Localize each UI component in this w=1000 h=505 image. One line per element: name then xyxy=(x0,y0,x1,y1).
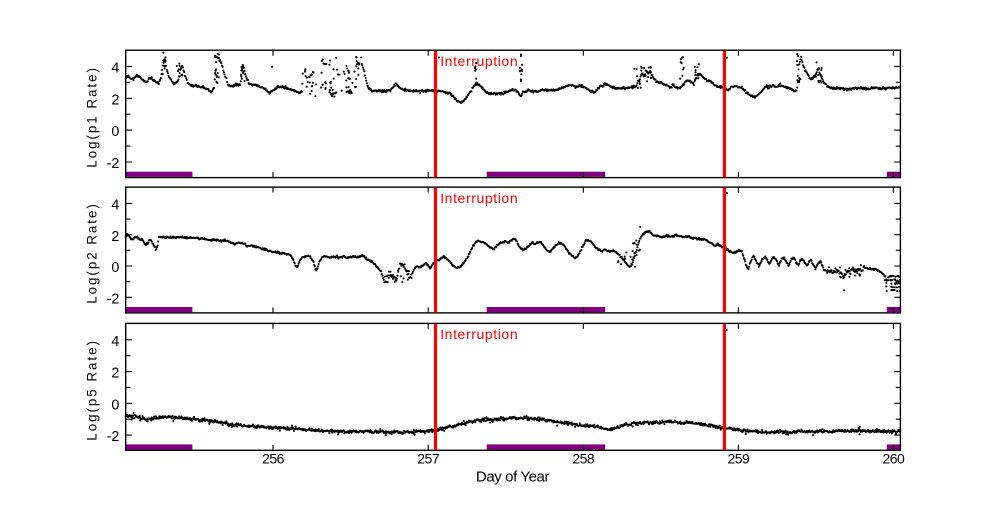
svg-text:258: 258 xyxy=(572,451,595,467)
svg-text:Interruption: Interruption xyxy=(440,190,518,206)
svg-text:0: 0 xyxy=(111,397,119,413)
svg-text:2: 2 xyxy=(111,366,119,382)
svg-text:Log(p2 Rate): Log(p2 Rate) xyxy=(85,202,100,304)
svg-text:2: 2 xyxy=(111,229,119,245)
svg-text:260: 260 xyxy=(882,451,905,467)
svg-text:4: 4 xyxy=(111,61,119,77)
svg-text:0: 0 xyxy=(111,124,119,140)
svg-text:Log(p5 Rate): Log(p5 Rate) xyxy=(85,339,100,441)
svg-text:-2: -2 xyxy=(107,156,120,172)
svg-text:-2: -2 xyxy=(107,429,120,445)
svg-text:Log(p1 Rate): Log(p1 Rate) xyxy=(85,66,100,168)
svg-text:256: 256 xyxy=(262,451,285,467)
svg-text:Day of Year: Day of Year xyxy=(476,469,550,486)
svg-text:257: 257 xyxy=(417,451,440,467)
svg-text:-2: -2 xyxy=(107,291,120,307)
svg-text:4: 4 xyxy=(111,334,119,350)
svg-text:Interruption: Interruption xyxy=(440,53,518,69)
svg-text:259: 259 xyxy=(727,451,750,467)
svg-text:4: 4 xyxy=(111,198,119,214)
svg-text:2: 2 xyxy=(111,92,119,108)
svg-text:0: 0 xyxy=(111,260,119,276)
svg-text:Interruption: Interruption xyxy=(440,326,518,342)
